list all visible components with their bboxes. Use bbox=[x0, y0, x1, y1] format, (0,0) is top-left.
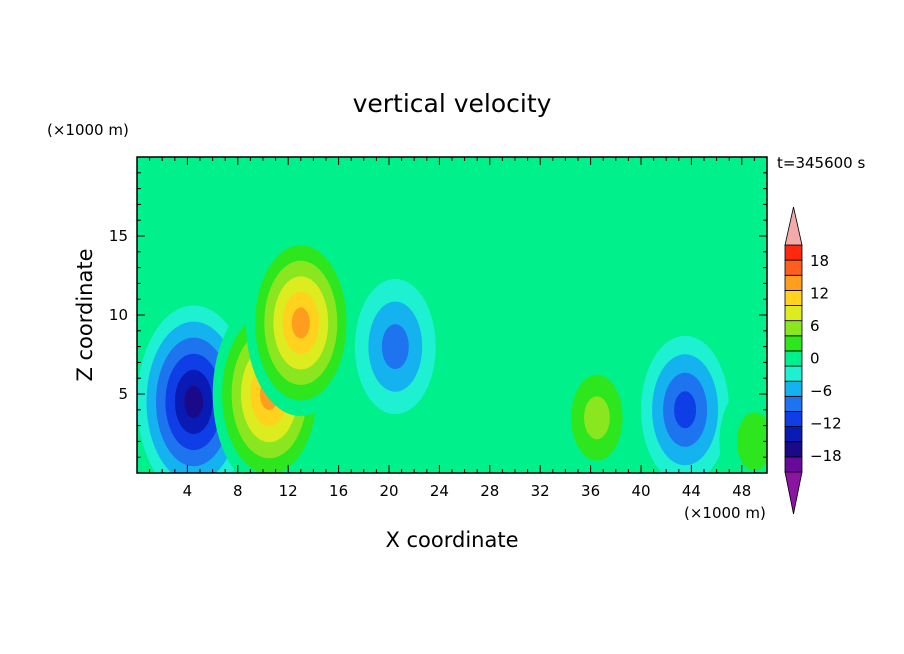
colorbar-tick-label: −18 bbox=[810, 447, 842, 465]
y-axis-ticks: 5 10 15 bbox=[109, 172, 767, 458]
x-tick-label: 16 bbox=[329, 482, 348, 500]
colorbar-tick-label: −6 bbox=[810, 382, 832, 400]
colorbar-tick-label: −12 bbox=[810, 414, 842, 432]
contour-band-updraft bbox=[291, 307, 310, 339]
x-tick-label: 4 bbox=[183, 482, 193, 500]
x-tick-label: 48 bbox=[732, 482, 751, 500]
chart-title: vertical velocity bbox=[353, 89, 552, 118]
colorbar-swatch bbox=[784, 335, 803, 352]
x-tick-label: 8 bbox=[233, 482, 243, 500]
y-tick-label: 10 bbox=[109, 306, 128, 324]
colorbar-swatch bbox=[784, 289, 803, 306]
x-tick-label: 44 bbox=[682, 482, 701, 500]
colorbar-under-triangle bbox=[784, 471, 803, 515]
y-unit-label: (×1000 m) bbox=[47, 121, 129, 139]
contour-band-downdraft bbox=[381, 324, 409, 370]
contour-band-updraft bbox=[584, 396, 610, 440]
colorbar-swatch bbox=[784, 365, 803, 382]
x-tick-label: 36 bbox=[581, 482, 600, 500]
colorbar-swatch bbox=[784, 274, 803, 291]
x-axis-label: X coordinate bbox=[385, 528, 518, 552]
x-tick-label: 32 bbox=[531, 482, 550, 500]
y-axis-label: Z coordinate bbox=[73, 248, 97, 381]
x-axis-ticks: 4 8 12 16 20 24 28 32 36 40 44 48 bbox=[149, 157, 755, 500]
contour-band-updraft bbox=[485, 266, 545, 364]
colorbar: 18 12 6 0 −6 −12 −18 bbox=[784, 206, 842, 515]
colorbar-swatch bbox=[784, 350, 803, 367]
colorbar-swatch bbox=[784, 456, 803, 473]
colorbar-swatch bbox=[784, 441, 803, 458]
colorbar-swatch bbox=[784, 395, 803, 412]
contour-band-updraft bbox=[736, 412, 767, 471]
y-tick-label: 15 bbox=[109, 227, 128, 245]
x-tick-label: 24 bbox=[430, 482, 449, 500]
colorbar-tick-label: 12 bbox=[810, 285, 829, 303]
contour-band-downdraft bbox=[674, 391, 697, 429]
colorbar-tick-label: 0 bbox=[810, 350, 820, 368]
contour-field bbox=[137, 157, 767, 473]
colorbar-swatch bbox=[784, 320, 803, 337]
x-tick-label: 12 bbox=[279, 482, 298, 500]
colorbar-swatch bbox=[784, 380, 803, 397]
colorbar-swatch bbox=[784, 259, 803, 276]
y-tick-label: 5 bbox=[118, 385, 128, 403]
contour-band-downdraft bbox=[184, 385, 204, 418]
x-tick-label: 20 bbox=[379, 482, 398, 500]
x-tick-label: 40 bbox=[631, 482, 650, 500]
colorbar-swatch bbox=[784, 426, 803, 443]
time-label: t=345600 s bbox=[777, 154, 865, 172]
colorbar-tick-label: 18 bbox=[810, 252, 829, 270]
colorbar-swatch bbox=[784, 305, 803, 322]
colorbar-over-triangle bbox=[784, 206, 803, 246]
colorbar-swatch bbox=[784, 411, 803, 428]
x-tick-label: 28 bbox=[480, 482, 499, 500]
colorbar-tick-label: 6 bbox=[810, 317, 820, 335]
x-unit-label: (×1000 m) bbox=[684, 504, 766, 522]
colorbar-swatch bbox=[784, 244, 803, 261]
